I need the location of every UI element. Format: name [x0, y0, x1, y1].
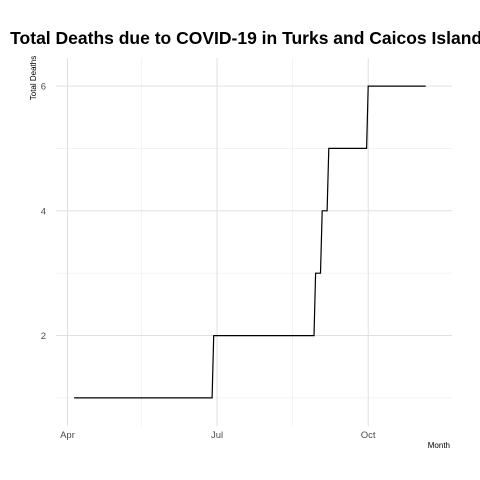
x-tick-labels: Apr Jul Oct	[60, 430, 376, 441]
grid	[56, 58, 452, 426]
series-layer	[74, 85, 426, 399]
y-tick-label: 4	[41, 206, 46, 217]
y-axis-label: Total Deaths	[29, 56, 38, 100]
y-tick-labels: 2 4 6	[41, 82, 46, 342]
x-axis-label: Month	[428, 441, 450, 450]
x-tick-label: Apr	[60, 430, 75, 441]
y-tick-label: 2	[41, 331, 46, 342]
y-tick-label: 6	[41, 82, 46, 93]
series-line	[74, 85, 426, 399]
chart-title: Total Deaths due to COVID-19 in Turks an…	[10, 28, 480, 48]
x-tick-label: Jul	[211, 430, 223, 441]
x-tick-label: Oct	[361, 430, 376, 441]
